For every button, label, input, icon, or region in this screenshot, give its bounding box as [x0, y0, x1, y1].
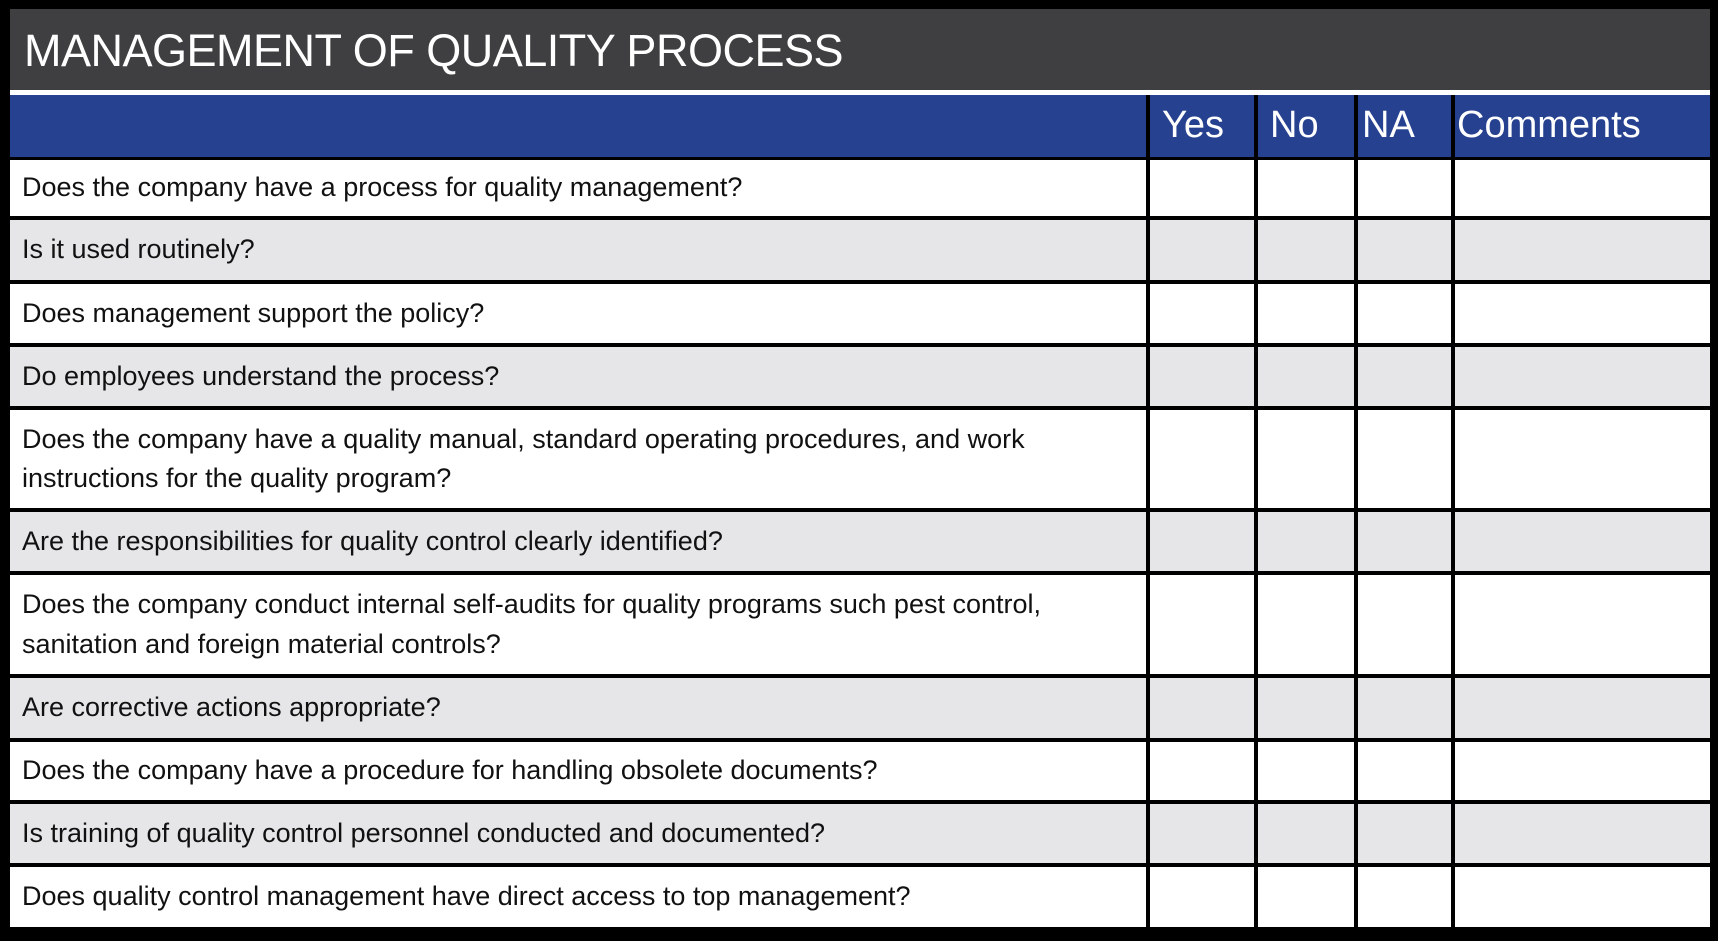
- yes-cell[interactable]: [1150, 160, 1254, 216]
- question-cell: Does the company have a process for qual…: [10, 160, 1146, 216]
- comments-cell[interactable]: [1455, 220, 1710, 280]
- question-cell: Are corrective actions appropriate?: [10, 678, 1146, 738]
- question-cell: Does the company conduct internal self-a…: [10, 575, 1146, 674]
- no-cell[interactable]: [1258, 804, 1354, 863]
- table-row: Do employees understand the process?: [10, 347, 1710, 406]
- table-row: Does quality control management have dir…: [10, 867, 1710, 927]
- table-row: Does management support the policy?: [10, 284, 1710, 343]
- no-cell[interactable]: [1258, 678, 1354, 738]
- yes-cell[interactable]: [1150, 284, 1254, 343]
- na-cell[interactable]: [1358, 678, 1451, 738]
- header-na: NA: [1358, 95, 1451, 157]
- no-cell[interactable]: [1258, 742, 1354, 800]
- page-title: MANAGEMENT OF QUALITY PROCESS: [24, 25, 844, 76]
- question-cell: Is training of quality control personnel…: [10, 804, 1146, 863]
- comments-cell[interactable]: [1455, 867, 1710, 927]
- na-cell[interactable]: [1358, 512, 1451, 571]
- na-cell[interactable]: [1358, 220, 1451, 280]
- table-row: Does the company have a process for qual…: [10, 160, 1710, 216]
- table-row: Does the company conduct internal self-a…: [10, 575, 1710, 674]
- table-row: Are corrective actions appropriate?: [10, 678, 1710, 738]
- no-cell[interactable]: [1258, 512, 1354, 571]
- checklist-table: MANAGEMENT OF QUALITY PROCESS Yes No NA …: [10, 9, 1710, 933]
- na-cell[interactable]: [1358, 347, 1451, 406]
- question-cell: Are the responsibilities for quality con…: [10, 512, 1146, 571]
- header-yes: Yes: [1150, 95, 1254, 157]
- comments-cell[interactable]: [1455, 678, 1710, 738]
- yes-cell[interactable]: [1150, 678, 1254, 738]
- yes-cell[interactable]: [1150, 804, 1254, 863]
- table-row: Are the responsibilities for quality con…: [10, 512, 1710, 571]
- question-cell: Does the company have a procedure for ha…: [10, 742, 1146, 800]
- comments-cell[interactable]: [1455, 160, 1710, 216]
- yes-cell[interactable]: [1150, 347, 1254, 406]
- title-bar: MANAGEMENT OF QUALITY PROCESS: [10, 9, 1710, 90]
- header-yes-label: Yes: [1162, 104, 1224, 146]
- na-cell[interactable]: [1358, 284, 1451, 343]
- divider: [10, 90, 1710, 95]
- yes-cell[interactable]: [1150, 220, 1254, 280]
- header-no: No: [1258, 95, 1354, 157]
- comments-cell[interactable]: [1455, 512, 1710, 571]
- comments-cell[interactable]: [1455, 804, 1710, 863]
- question-cell: Does quality control management have dir…: [10, 867, 1146, 927]
- no-cell[interactable]: [1258, 160, 1354, 216]
- comments-cell[interactable]: [1455, 410, 1710, 508]
- yes-cell[interactable]: [1150, 742, 1254, 800]
- comments-cell[interactable]: [1455, 575, 1710, 674]
- na-cell[interactable]: [1358, 804, 1451, 863]
- question-cell: Does the company have a quality manual, …: [10, 410, 1146, 508]
- na-cell[interactable]: [1358, 867, 1451, 927]
- no-cell[interactable]: [1258, 347, 1354, 406]
- header-comments-label: Comments: [1457, 104, 1641, 146]
- no-cell[interactable]: [1258, 575, 1354, 674]
- comments-cell[interactable]: [1455, 347, 1710, 406]
- question-cell: Is it used routinely?: [10, 220, 1146, 280]
- header-comments: Comments: [1455, 95, 1710, 157]
- no-cell[interactable]: [1258, 284, 1354, 343]
- header-na-label: NA: [1362, 104, 1415, 146]
- question-cell: Do employees understand the process?: [10, 347, 1146, 406]
- yes-cell[interactable]: [1150, 410, 1254, 508]
- na-cell[interactable]: [1358, 575, 1451, 674]
- no-cell[interactable]: [1258, 410, 1354, 508]
- no-cell[interactable]: [1258, 220, 1354, 280]
- header-question: [10, 95, 1146, 157]
- question-cell: Does management support the policy?: [10, 284, 1146, 343]
- table-row: Does the company have a quality manual, …: [10, 410, 1710, 508]
- table-row: Does the company have a procedure for ha…: [10, 742, 1710, 800]
- table-row: Is training of quality control personnel…: [10, 804, 1710, 863]
- yes-cell[interactable]: [1150, 512, 1254, 571]
- no-cell[interactable]: [1258, 867, 1354, 927]
- na-cell[interactable]: [1358, 410, 1451, 508]
- comments-cell[interactable]: [1455, 284, 1710, 343]
- yes-cell[interactable]: [1150, 575, 1254, 674]
- comments-cell[interactable]: [1455, 742, 1710, 800]
- na-cell[interactable]: [1358, 160, 1451, 216]
- yes-cell[interactable]: [1150, 867, 1254, 927]
- na-cell[interactable]: [1358, 742, 1451, 800]
- table-row: Is it used routinely?: [10, 220, 1710, 280]
- header-no-label: No: [1270, 104, 1319, 146]
